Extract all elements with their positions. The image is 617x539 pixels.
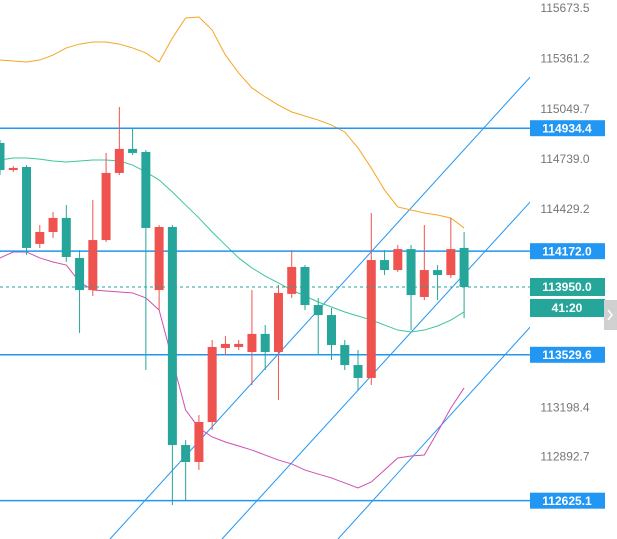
level-label: 112625.1 (542, 494, 592, 508)
level-label-box (530, 492, 605, 509)
plot-area (0, 16, 530, 539)
candle-body (247, 333, 257, 352)
y-tick-label: 114739.0 (540, 152, 589, 166)
candle-body (353, 365, 363, 378)
y-tick-label: 115049.7 (540, 102, 589, 116)
candle-body (234, 343, 244, 347)
candle-body (433, 270, 443, 276)
level-label: 114934.4 (542, 121, 592, 135)
indicator-line (0, 16, 465, 229)
indicator-line (0, 251, 465, 489)
candle-body (101, 172, 111, 241)
candle-body (366, 260, 376, 378)
timer-box (530, 298, 605, 317)
candle-body (35, 231, 45, 244)
candle-body (380, 260, 390, 271)
y-tick-label: 115361.2 (540, 52, 589, 66)
candle-body (406, 249, 416, 296)
candle-body (300, 266, 310, 306)
candle-body (181, 445, 191, 462)
candle-body (287, 266, 297, 294)
candle-body (128, 148, 138, 153)
candle-body (75, 257, 85, 291)
candle-body (260, 333, 270, 352)
candle-body (393, 249, 403, 271)
y-tick-label: 114429.2 (540, 202, 589, 216)
candle-body (88, 240, 98, 291)
candle-body (220, 343, 230, 348)
candle-body (419, 270, 429, 297)
last-price-box (530, 277, 605, 296)
y-tick-label: 112892.7 (540, 450, 589, 464)
candle-body (167, 226, 177, 446)
channel-line (221, 201, 530, 539)
side-tab-arrow (607, 309, 613, 321)
candle-body (273, 292, 283, 352)
level-label-box (530, 243, 605, 260)
candle-body (48, 217, 58, 232)
candle-body (141, 151, 151, 228)
y-tick-label: 113198.4 (540, 400, 589, 414)
candle-body (207, 346, 217, 422)
candle-body (459, 247, 469, 287)
level-label-box (530, 346, 605, 363)
y-tick-label: 115673.5 (540, 1, 589, 15)
candle-body (114, 148, 124, 173)
candle-body (8, 167, 18, 171)
timer-label: 41:20 (552, 301, 583, 315)
level-label: 113529.6 (542, 348, 592, 362)
last-price-label: 113950.0 (542, 280, 592, 294)
channel-line (337, 326, 530, 539)
side-tab[interactable] (604, 300, 617, 330)
candle-body (340, 345, 350, 366)
candle-body (446, 249, 456, 276)
candle-body (327, 315, 336, 346)
candle-body (61, 217, 71, 257)
candle-body (313, 305, 323, 316)
candle-body (194, 421, 204, 462)
level-label: 114172.0 (542, 244, 592, 258)
candle-body (154, 226, 164, 291)
candle-body (22, 166, 32, 248)
level-label-box (530, 120, 605, 137)
price-axis: 115673.5 115361.2 115049.7 114739.0 114429.2… (530, 1, 605, 509)
candle-body (0, 142, 5, 171)
